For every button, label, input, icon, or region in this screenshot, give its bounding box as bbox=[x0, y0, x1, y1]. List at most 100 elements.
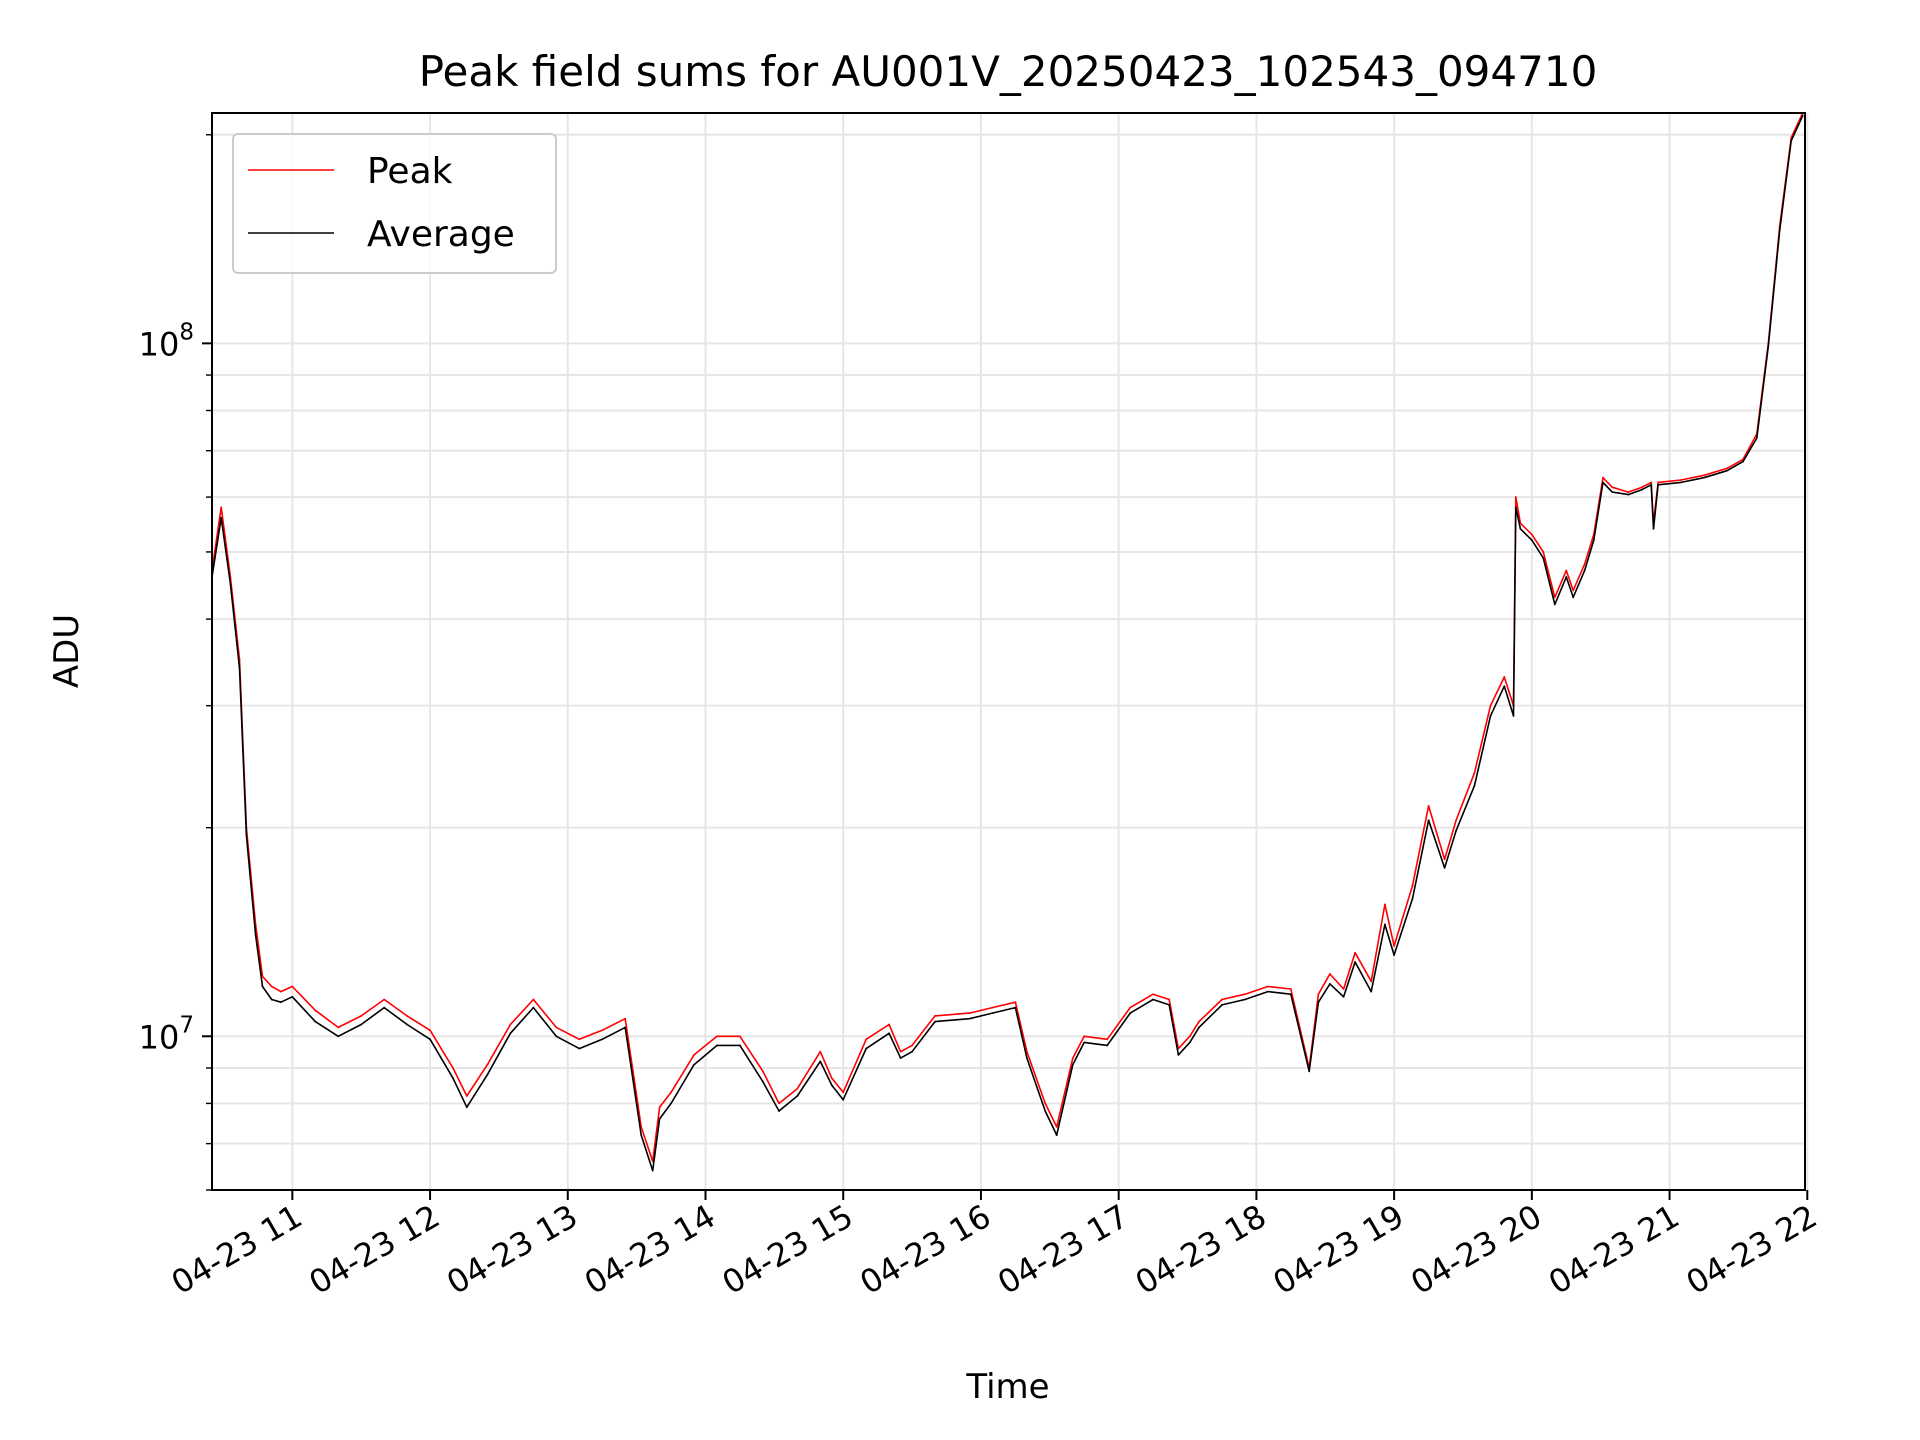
data-point-average bbox=[1308, 1070, 1311, 1073]
data-point-average bbox=[254, 934, 257, 936]
data-point-average bbox=[1411, 897, 1414, 900]
data-point-peak bbox=[314, 1009, 317, 1012]
data-point-average bbox=[1657, 483, 1659, 486]
data-point-average bbox=[1778, 228, 1781, 231]
data-point-peak bbox=[1370, 980, 1373, 983]
data-point-peak bbox=[1641, 486, 1643, 489]
data-point-average bbox=[1071, 1063, 1074, 1066]
data-point-average bbox=[716, 1044, 718, 1047]
data-point-average bbox=[279, 1001, 282, 1004]
data-point-peak bbox=[1530, 533, 1533, 536]
data-point-peak bbox=[291, 985, 294, 988]
data-point-average bbox=[1742, 460, 1744, 463]
data-point-average bbox=[578, 1047, 581, 1050]
data-point-peak bbox=[578, 1038, 581, 1041]
data-point-average bbox=[1342, 995, 1345, 998]
data-point-peak bbox=[1443, 858, 1446, 861]
legend-label-peak: Peak bbox=[367, 151, 453, 192]
data-point-average bbox=[270, 998, 273, 1001]
data-point-average bbox=[291, 995, 294, 998]
data-point-average bbox=[693, 1063, 695, 1066]
data-point-peak bbox=[1542, 551, 1545, 553]
plot-area bbox=[211, 112, 1804, 1172]
data-point-average bbox=[1106, 1044, 1109, 1047]
data-point-average bbox=[640, 1134, 643, 1137]
data-point-average bbox=[1317, 1001, 1320, 1004]
data-point-average bbox=[429, 1038, 431, 1041]
data-point-average bbox=[1489, 714, 1492, 717]
data-point-peak bbox=[1071, 1057, 1074, 1060]
data-point-peak bbox=[899, 1050, 902, 1053]
data-point-average bbox=[1801, 114, 1804, 117]
data-point-average bbox=[238, 667, 241, 669]
data-point-average bbox=[1266, 990, 1269, 993]
data-point-peak bbox=[1198, 1020, 1200, 1023]
data-point-average bbox=[337, 1035, 340, 1038]
data-point-average bbox=[1512, 714, 1515, 717]
data-point-average bbox=[314, 1020, 317, 1023]
data-point-average bbox=[778, 1110, 780, 1112]
data-point-average bbox=[1592, 539, 1595, 542]
data-point-peak bbox=[1025, 1050, 1028, 1053]
data-point-average bbox=[1152, 998, 1155, 1001]
data-point-peak bbox=[1703, 474, 1705, 477]
data-point-peak bbox=[1611, 486, 1614, 489]
data-point-average bbox=[1503, 685, 1506, 688]
data-point-peak bbox=[658, 1106, 661, 1109]
data-point-peak bbox=[1188, 1035, 1191, 1038]
data-point-average bbox=[1354, 961, 1357, 963]
data-point-peak bbox=[337, 1026, 340, 1029]
data-point-average bbox=[1198, 1026, 1200, 1029]
data-point-peak bbox=[1152, 993, 1155, 996]
data-point-peak bbox=[1129, 1006, 1132, 1009]
data-point-peak bbox=[279, 990, 282, 993]
data-point-average bbox=[1611, 491, 1614, 494]
data-point-peak bbox=[865, 1038, 868, 1041]
data-point-average bbox=[624, 1026, 627, 1029]
data-point-peak bbox=[465, 1095, 468, 1097]
data-point-average bbox=[1044, 1110, 1047, 1112]
data-point-peak bbox=[991, 1006, 994, 1009]
data-point-average bbox=[1221, 1003, 1223, 1006]
data-point-peak bbox=[1726, 467, 1728, 470]
data-point-peak bbox=[1565, 569, 1568, 572]
data-point-peak bbox=[934, 1015, 936, 1017]
data-point-average bbox=[532, 1006, 535, 1009]
data-point-peak bbox=[911, 1044, 913, 1047]
data-point-peak bbox=[1572, 589, 1575, 592]
data-point-peak bbox=[406, 1015, 409, 1017]
data-point-peak bbox=[761, 1070, 764, 1073]
grid-lines bbox=[212, 113, 1809, 1191]
data-point-peak bbox=[270, 985, 273, 988]
data-point-average bbox=[1025, 1057, 1028, 1060]
data-point-peak bbox=[1514, 496, 1517, 498]
data-point-average bbox=[1384, 923, 1386, 926]
data-point-average bbox=[452, 1077, 454, 1080]
x-axis-label: Time bbox=[965, 1367, 1049, 1407]
data-point-average bbox=[1767, 345, 1770, 348]
data-point-average bbox=[934, 1020, 936, 1023]
data-point-peak bbox=[601, 1029, 604, 1032]
data-point-average bbox=[1129, 1012, 1132, 1015]
data-point-average bbox=[509, 1032, 512, 1035]
y-tick-label: 108 bbox=[139, 319, 194, 363]
data-point-average bbox=[991, 1012, 994, 1015]
data-point-peak bbox=[220, 506, 223, 509]
data-point-average bbox=[601, 1038, 604, 1041]
data-point-average bbox=[1289, 993, 1292, 996]
data-point-average bbox=[968, 1017, 971, 1020]
data-point-average bbox=[1055, 1134, 1058, 1137]
data-point-average bbox=[1583, 569, 1586, 572]
data-point-peak bbox=[1455, 819, 1458, 822]
data-point-average bbox=[830, 1084, 833, 1087]
data-point-average bbox=[555, 1035, 558, 1038]
data-point-peak bbox=[1055, 1125, 1058, 1128]
data-point-average bbox=[1565, 576, 1568, 578]
data-point-peak bbox=[360, 1015, 363, 1017]
data-point-peak bbox=[1411, 884, 1414, 887]
data-point-average bbox=[1680, 481, 1682, 484]
data-point-peak bbox=[1354, 951, 1357, 954]
data-point-peak bbox=[1014, 1001, 1017, 1004]
data-point-peak bbox=[555, 1026, 558, 1029]
data-point-average bbox=[220, 516, 223, 519]
